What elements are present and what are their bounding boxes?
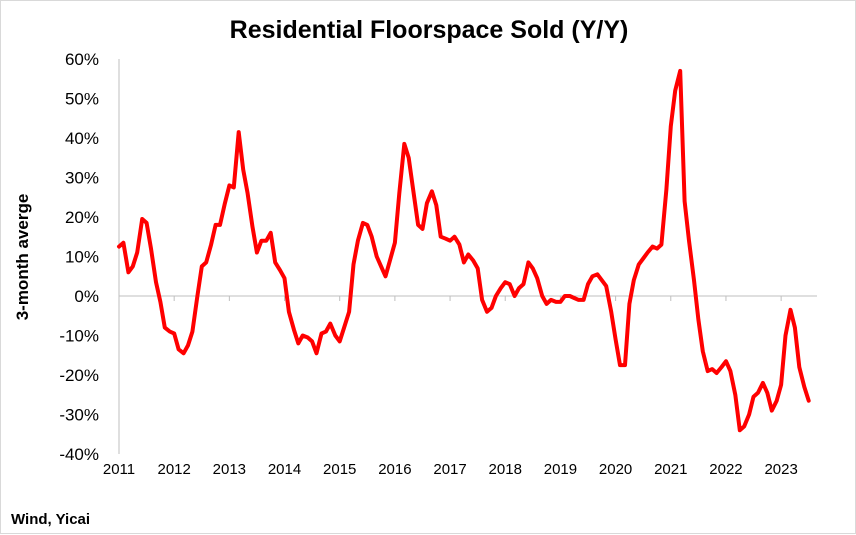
series-layer <box>117 68 811 433</box>
y-tick-label: 0% <box>74 287 99 306</box>
x-tick-label: 2021 <box>654 461 687 478</box>
x-tick-label: 2022 <box>709 461 742 478</box>
source-note: Wind, Yicai <box>11 511 90 528</box>
x-tick-label: 2014 <box>268 461 301 478</box>
y-tick-label: 30% <box>65 169 99 188</box>
x-tick-label: 2018 <box>489 461 522 478</box>
series-line <box>117 68 811 433</box>
y-axis-label: 3-month averge <box>13 194 32 321</box>
y-tick-labels: -40% -30% -20% -10% 0% 10% 20% 30% 40% 50% 60% <box>59 50 99 464</box>
x-tick-labels: 2011 2012 2013 2014 2015 2016 2017 2018 2019 2020… <box>103 461 798 478</box>
axes <box>118 59 817 454</box>
x-tick-label: 2012 <box>157 461 190 478</box>
x-tick-label: 2020 <box>599 461 632 478</box>
y-tick-label: -30% <box>59 406 99 425</box>
x-tick-label: 2016 <box>378 461 411 478</box>
x-tick-label: 2013 <box>213 461 246 478</box>
x-tick-label: 2015 <box>323 461 356 478</box>
y-tick-label: 40% <box>65 129 99 148</box>
x-tick-label: 2017 <box>433 461 466 478</box>
x-tick-label: 2011 <box>103 461 135 478</box>
chart-title: Residential Floorspace Sold (Y/Y) <box>230 16 629 44</box>
y-tick-label: 60% <box>65 50 99 69</box>
y-tick-label: -10% <box>59 327 99 346</box>
y-tick-label: 20% <box>65 208 99 227</box>
y-tick-label: -40% <box>59 445 99 464</box>
y-tick-label: 50% <box>65 90 99 109</box>
x-tick-label: 2023 <box>764 461 797 478</box>
y-tick-label: 10% <box>65 248 99 267</box>
x-tick-label: 2019 <box>544 461 577 478</box>
y-tick-label: -20% <box>59 366 99 385</box>
